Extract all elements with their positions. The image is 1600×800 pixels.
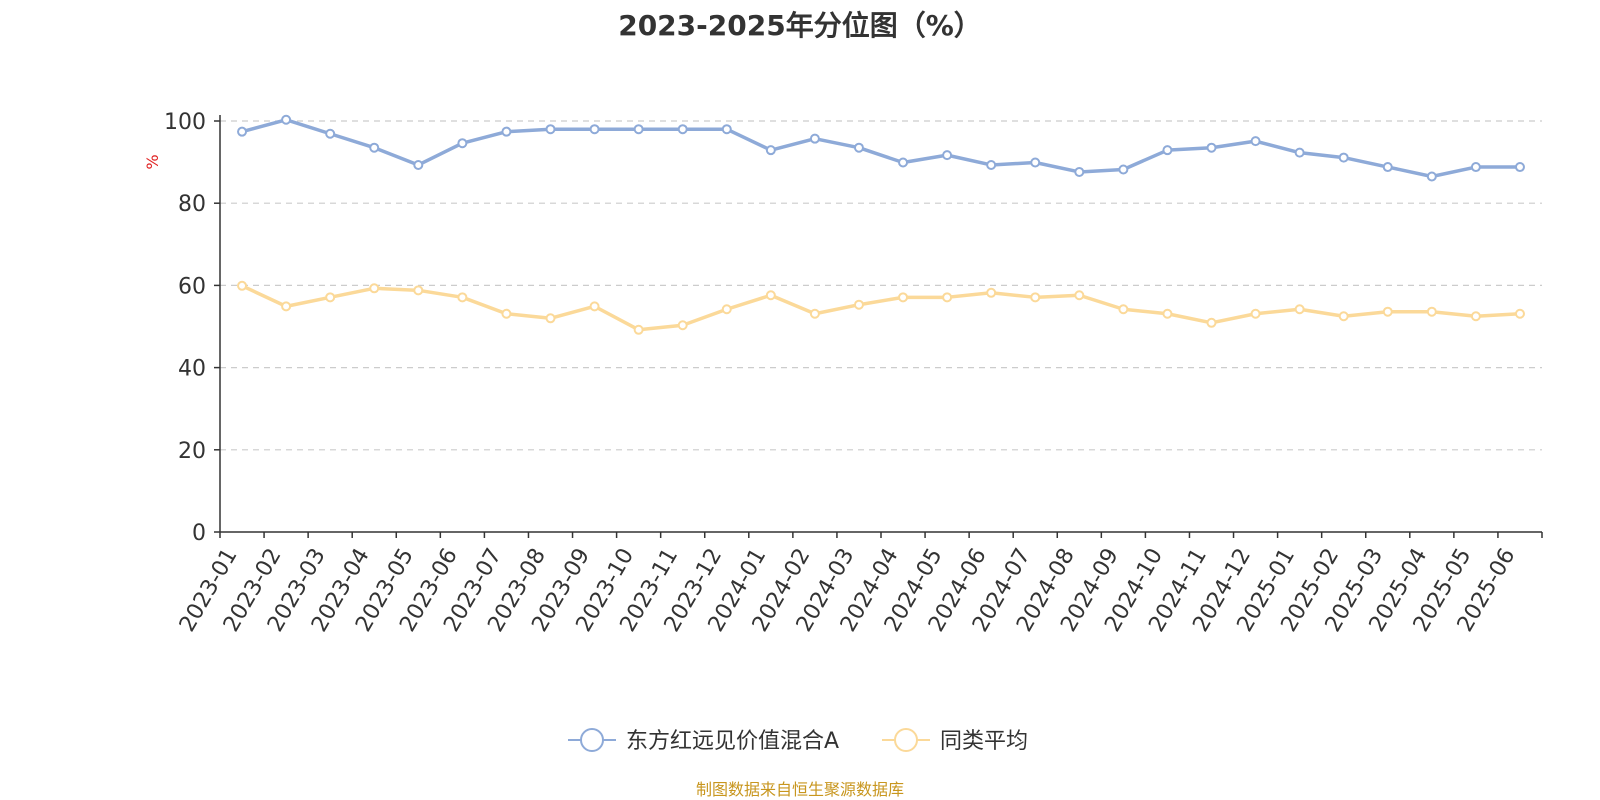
data-point bbox=[1206, 142, 1217, 153]
legend-label: 同类平均 bbox=[940, 729, 1028, 754]
data-point bbox=[237, 280, 248, 291]
data-point bbox=[281, 114, 292, 125]
data-point bbox=[1470, 311, 1481, 322]
y-axis-label: % bbox=[143, 154, 162, 169]
data-point bbox=[237, 126, 248, 137]
y-tick-label: 0 bbox=[192, 521, 206, 546]
data-point bbox=[721, 124, 732, 135]
data-point bbox=[1338, 311, 1349, 322]
y-tick-label: 40 bbox=[178, 357, 206, 382]
data-point bbox=[898, 292, 909, 303]
data-point bbox=[942, 150, 953, 161]
source-note: 制图数据来自恒生聚源数据库 bbox=[695, 780, 904, 799]
data-point bbox=[633, 324, 644, 335]
data-point bbox=[1426, 171, 1437, 182]
y-tick-label: 100 bbox=[164, 110, 206, 135]
data-point bbox=[633, 124, 644, 135]
data-point bbox=[1030, 292, 1041, 303]
data-point bbox=[457, 292, 468, 303]
legend-marker bbox=[894, 728, 918, 752]
data-point bbox=[1250, 308, 1261, 319]
y-tick-label: 20 bbox=[178, 439, 206, 464]
axes bbox=[219, 115, 1542, 533]
data-point bbox=[853, 299, 864, 310]
data-point bbox=[1250, 136, 1261, 147]
data-point bbox=[1206, 317, 1217, 328]
data-point bbox=[1118, 164, 1129, 175]
series-group bbox=[237, 114, 1525, 335]
data-point bbox=[986, 287, 997, 298]
data-point bbox=[1470, 162, 1481, 173]
data-point bbox=[765, 290, 776, 301]
data-point bbox=[721, 304, 732, 315]
data-point bbox=[369, 283, 380, 294]
data-point bbox=[1030, 157, 1041, 168]
series-2 bbox=[237, 280, 1525, 335]
x-axis-ticks: 2023-012023-022023-032023-042023-052023-… bbox=[175, 532, 1543, 636]
series-1 bbox=[237, 114, 1525, 182]
data-point bbox=[853, 142, 864, 153]
series-line bbox=[241, 118, 1520, 179]
data-point bbox=[1426, 306, 1437, 317]
y-tick-label: 60 bbox=[178, 274, 206, 299]
grid-lines bbox=[220, 120, 1542, 451]
data-point bbox=[942, 292, 953, 303]
data-point bbox=[413, 285, 424, 296]
data-point bbox=[1294, 304, 1305, 315]
data-point bbox=[589, 301, 600, 312]
data-point bbox=[589, 124, 600, 135]
data-point bbox=[1514, 162, 1525, 173]
data-point bbox=[1162, 308, 1173, 319]
data-point bbox=[325, 292, 336, 303]
legend: 东方红远见价值混合A 同类平均 bbox=[568, 728, 1028, 754]
data-point bbox=[501, 308, 512, 319]
data-point bbox=[325, 128, 336, 139]
data-point bbox=[677, 124, 688, 135]
data-point bbox=[986, 159, 997, 170]
legend-label: 东方红远见价值混合A bbox=[626, 729, 839, 754]
series-line bbox=[241, 284, 1521, 332]
data-point bbox=[898, 157, 909, 168]
legend-item-1[interactable]: 东方红远见价值混合A bbox=[568, 728, 839, 754]
data-point bbox=[457, 138, 468, 149]
data-point bbox=[1074, 166, 1085, 177]
data-point bbox=[1338, 152, 1349, 163]
data-point bbox=[1382, 162, 1393, 173]
data-point bbox=[501, 126, 512, 137]
y-tick-label: 80 bbox=[178, 192, 206, 217]
data-point bbox=[809, 308, 820, 319]
data-point bbox=[545, 124, 556, 135]
y-axis-ticks: 0 20 40 60 80 100 bbox=[164, 110, 220, 546]
data-point bbox=[1118, 304, 1129, 315]
data-point bbox=[1074, 290, 1085, 301]
data-point bbox=[413, 159, 424, 170]
data-point bbox=[545, 313, 556, 324]
data-point bbox=[369, 142, 380, 153]
data-point bbox=[1514, 308, 1525, 319]
legend-marker bbox=[580, 728, 604, 752]
data-point bbox=[1294, 147, 1305, 158]
legend-item-2[interactable]: 同类平均 bbox=[882, 728, 1028, 754]
data-point bbox=[1162, 145, 1173, 156]
data-point bbox=[1382, 306, 1393, 317]
data-point bbox=[281, 301, 292, 312]
data-point bbox=[809, 133, 820, 144]
data-point bbox=[765, 145, 776, 156]
chart-title: 2023-2025年分位图（%） bbox=[618, 9, 982, 42]
data-point bbox=[677, 320, 688, 331]
